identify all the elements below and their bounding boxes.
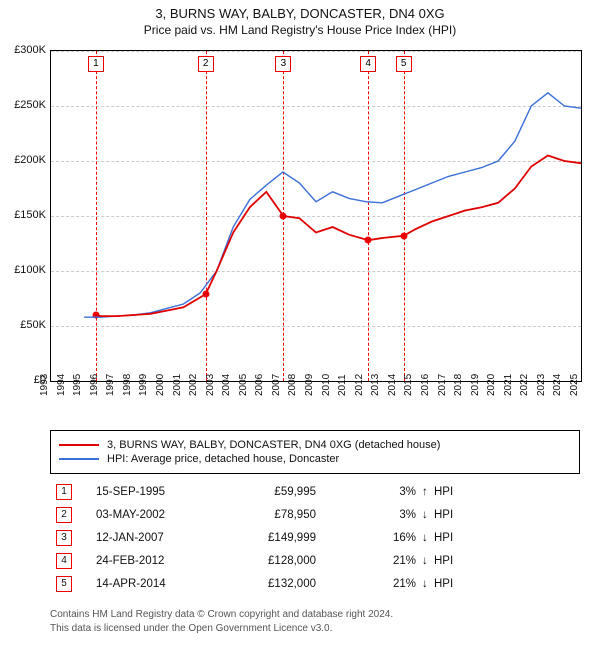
sales-table: 115-SEP-1995£59,9953%↑HPI203-MAY-2002£78… <box>50 480 580 595</box>
x-axis-label: 2016 <box>420 374 431 396</box>
row-date: 12-JAN-2007 <box>96 532 216 544</box>
row-pct: 16% <box>316 532 422 544</box>
x-axis-label: 2017 <box>436 374 447 396</box>
x-axis-label: 1999 <box>138 374 149 396</box>
y-axis-label: £50K <box>2 319 46 331</box>
x-axis-label: 2007 <box>271 374 282 396</box>
y-axis-label: £150K <box>2 209 46 221</box>
x-axis-label: 2002 <box>188 374 199 396</box>
x-axis-label: 2021 <box>503 374 514 396</box>
x-axis-label: 2004 <box>221 374 232 396</box>
row-date: 15-SEP-1995 <box>96 486 216 498</box>
x-axis-label: 1995 <box>72 374 83 396</box>
row-hpi-label: HPI <box>434 555 464 567</box>
table-row: 4 24-FEB-2012£128,00021%↓HPI <box>50 549 580 572</box>
row-pct: 3% <box>316 509 422 521</box>
series-hpi <box>84 93 581 317</box>
y-axis-label: £200K <box>2 154 46 166</box>
legend-label: HPI: Average price, detached house, Donc… <box>107 453 339 465</box>
table-row: 2 03-MAY-2002£78,9503%↓HPI <box>50 503 580 526</box>
table-row: 5 14-APR-2014£132,00021%↓HPI <box>50 572 580 595</box>
footer-line-2: This data is licensed under the Open Gov… <box>50 622 580 636</box>
table-row: 1 15-SEP-1995£59,9953%↑HPI <box>50 480 580 503</box>
legend-item: 3, BURNS WAY, BALBY, DONCASTER, DN4 0XG … <box>59 439 571 451</box>
x-axis-label: 2010 <box>320 374 331 396</box>
row-price: £78,950 <box>216 509 316 521</box>
x-axis-label: 1997 <box>105 374 116 396</box>
x-axis-label: 1994 <box>55 374 66 396</box>
row-flag: 3 <box>56 530 72 546</box>
x-axis-label: 2024 <box>552 374 563 396</box>
row-pct: 21% <box>316 555 422 567</box>
x-axis-label: 2013 <box>370 374 381 396</box>
footer-text: Contains HM Land Registry data © Crown c… <box>50 608 580 635</box>
page-subtitle: Price paid vs. HM Land Registry's House … <box>0 23 600 37</box>
x-axis-label: 2008 <box>287 374 298 396</box>
x-axis-label: 2001 <box>171 374 182 396</box>
arrow-icon: ↓ <box>422 532 434 544</box>
x-axis-label: 2000 <box>155 374 166 396</box>
x-axis-label: 2003 <box>205 374 216 396</box>
arrow-icon: ↓ <box>422 555 434 567</box>
arrow-icon: ↑ <box>422 486 434 498</box>
y-axis-label: £100K <box>2 264 46 276</box>
x-axis-label: 2014 <box>387 374 398 396</box>
row-price: £59,995 <box>216 486 316 498</box>
x-axis-label: 1998 <box>122 374 133 396</box>
x-axis-label: 2022 <box>519 374 530 396</box>
x-axis-label: 2020 <box>486 374 497 396</box>
legend-swatch <box>59 444 99 446</box>
legend-swatch <box>59 458 99 460</box>
legend-label: 3, BURNS WAY, BALBY, DONCASTER, DN4 0XG … <box>107 439 440 451</box>
row-flag: 1 <box>56 484 72 500</box>
y-axis-label: £250K <box>2 99 46 111</box>
arrow-icon: ↓ <box>422 578 434 590</box>
row-hpi-label: HPI <box>434 578 464 590</box>
legend: 3, BURNS WAY, BALBY, DONCASTER, DN4 0XG … <box>50 430 580 474</box>
x-axis-label: 1993 <box>39 374 50 396</box>
row-flag: 2 <box>56 507 72 523</box>
arrow-icon: ↓ <box>422 509 434 521</box>
price-chart: 12345 <box>50 50 582 382</box>
x-axis-label: 2019 <box>470 374 481 396</box>
row-price: £128,000 <box>216 555 316 567</box>
row-flag: 4 <box>56 553 72 569</box>
row-date: 24-FEB-2012 <box>96 555 216 567</box>
footer-line-1: Contains HM Land Registry data © Crown c… <box>50 608 580 622</box>
x-axis-label: 2011 <box>337 374 348 396</box>
x-axis-label: 2012 <box>354 374 365 396</box>
row-pct: 21% <box>316 578 422 590</box>
x-axis-label: 2018 <box>453 374 464 396</box>
row-price: £132,000 <box>216 578 316 590</box>
x-axis-label: 2006 <box>254 374 265 396</box>
x-axis-label: 2015 <box>403 374 414 396</box>
row-price: £149,999 <box>216 532 316 544</box>
row-flag: 5 <box>56 576 72 592</box>
page-title: 3, BURNS WAY, BALBY, DONCASTER, DN4 0XG <box>0 6 600 21</box>
x-axis-label: 2005 <box>238 374 249 396</box>
x-axis-label: 2009 <box>304 374 315 396</box>
row-pct: 3% <box>316 486 422 498</box>
row-date: 14-APR-2014 <box>96 578 216 590</box>
row-date: 03-MAY-2002 <box>96 509 216 521</box>
legend-item: HPI: Average price, detached house, Donc… <box>59 453 571 465</box>
row-hpi-label: HPI <box>434 509 464 521</box>
table-row: 3 12-JAN-2007£149,99916%↓HPI <box>50 526 580 549</box>
x-axis-label: 2025 <box>569 374 580 396</box>
series-property <box>96 156 581 317</box>
x-axis-label: 1996 <box>89 374 100 396</box>
x-axis-label: 2023 <box>536 374 547 396</box>
row-hpi-label: HPI <box>434 532 464 544</box>
y-axis-label: £300K <box>2 44 46 56</box>
row-hpi-label: HPI <box>434 486 464 498</box>
